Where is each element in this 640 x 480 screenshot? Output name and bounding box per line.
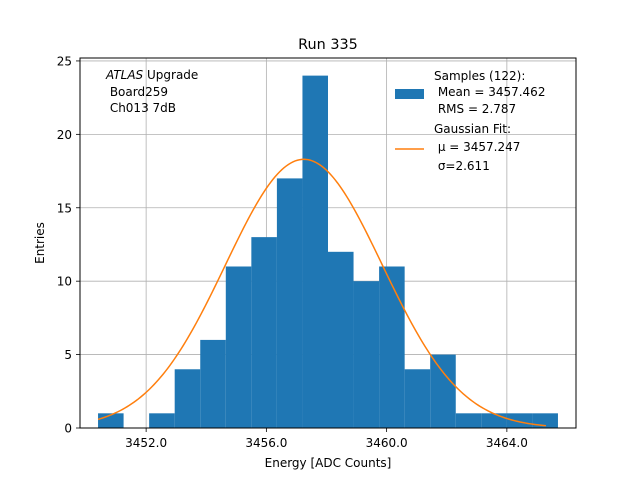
histogram-bar xyxy=(225,266,252,428)
legend: Samples (122): Mean = 3457.462 RMS = 2.7… xyxy=(395,69,545,173)
histogram-bar xyxy=(174,369,201,428)
legend-fit-title: Gaussian Fit: xyxy=(434,122,511,136)
y-axis-label: Entries xyxy=(33,222,47,264)
histogram-bar xyxy=(404,369,431,428)
annotation-line2: Board259 xyxy=(106,85,168,99)
y-tick-label: 10 xyxy=(57,275,72,289)
x-tick-label: 3460.0 xyxy=(366,436,408,450)
histogram-bar xyxy=(328,251,354,428)
x-tick-label: 3456.0 xyxy=(245,436,287,450)
axis-ticks: 3452.0 3456.0 3460.0 3464.0 0 5 10 15 20 25 xyxy=(57,54,528,450)
y-tick-label: 20 xyxy=(57,128,72,142)
x-tick-label: 3464.0 xyxy=(486,436,528,450)
gaussian-fit-curve xyxy=(97,158,547,427)
histogram-bar xyxy=(506,413,533,428)
legend-samples-rms: RMS = 2.787 xyxy=(434,102,516,116)
histogram-bar xyxy=(149,413,175,428)
annotation-italic: ATLAS xyxy=(105,68,144,82)
histogram-bar xyxy=(353,281,380,428)
y-tick-label: 0 xyxy=(64,422,72,436)
legend-samples-mean: Mean = 3457.462 xyxy=(434,85,545,99)
histogram-bar xyxy=(200,339,226,428)
histogram-bar xyxy=(251,237,277,428)
y-tick-label: 25 xyxy=(57,54,72,68)
legend-histogram-patch xyxy=(395,89,424,99)
annotation-line1: Upgrade xyxy=(143,68,198,82)
y-tick-label: 5 xyxy=(64,348,72,362)
legend-fit-sigma: σ=2.611 xyxy=(434,159,490,173)
legend-samples-title: Samples (122): xyxy=(434,69,525,83)
histogram-bar xyxy=(302,75,328,428)
histogram-bar xyxy=(379,266,405,428)
x-axis-label: Energy [ADC Counts] xyxy=(265,456,392,470)
plot-frame xyxy=(79,57,577,429)
x-tick-label: 3452.0 xyxy=(125,436,167,450)
histogram-bar xyxy=(481,413,507,428)
histogram-bar xyxy=(430,354,456,428)
y-tick-label: 15 xyxy=(57,201,72,215)
legend-fit-mu: μ = 3457.247 xyxy=(434,140,520,154)
annotation-text: ATLAS Upgrade Board259 Ch013 7dB xyxy=(105,68,198,115)
histogram-bars xyxy=(98,75,558,428)
annotation-line3: Ch013 7dB xyxy=(106,101,176,115)
chart-title: Run 335 xyxy=(298,37,358,53)
histogram-bar xyxy=(455,413,482,428)
histogram-bar xyxy=(276,178,303,428)
svg-text:ATLAS Upgrade: ATLAS Upgrade xyxy=(105,68,198,82)
